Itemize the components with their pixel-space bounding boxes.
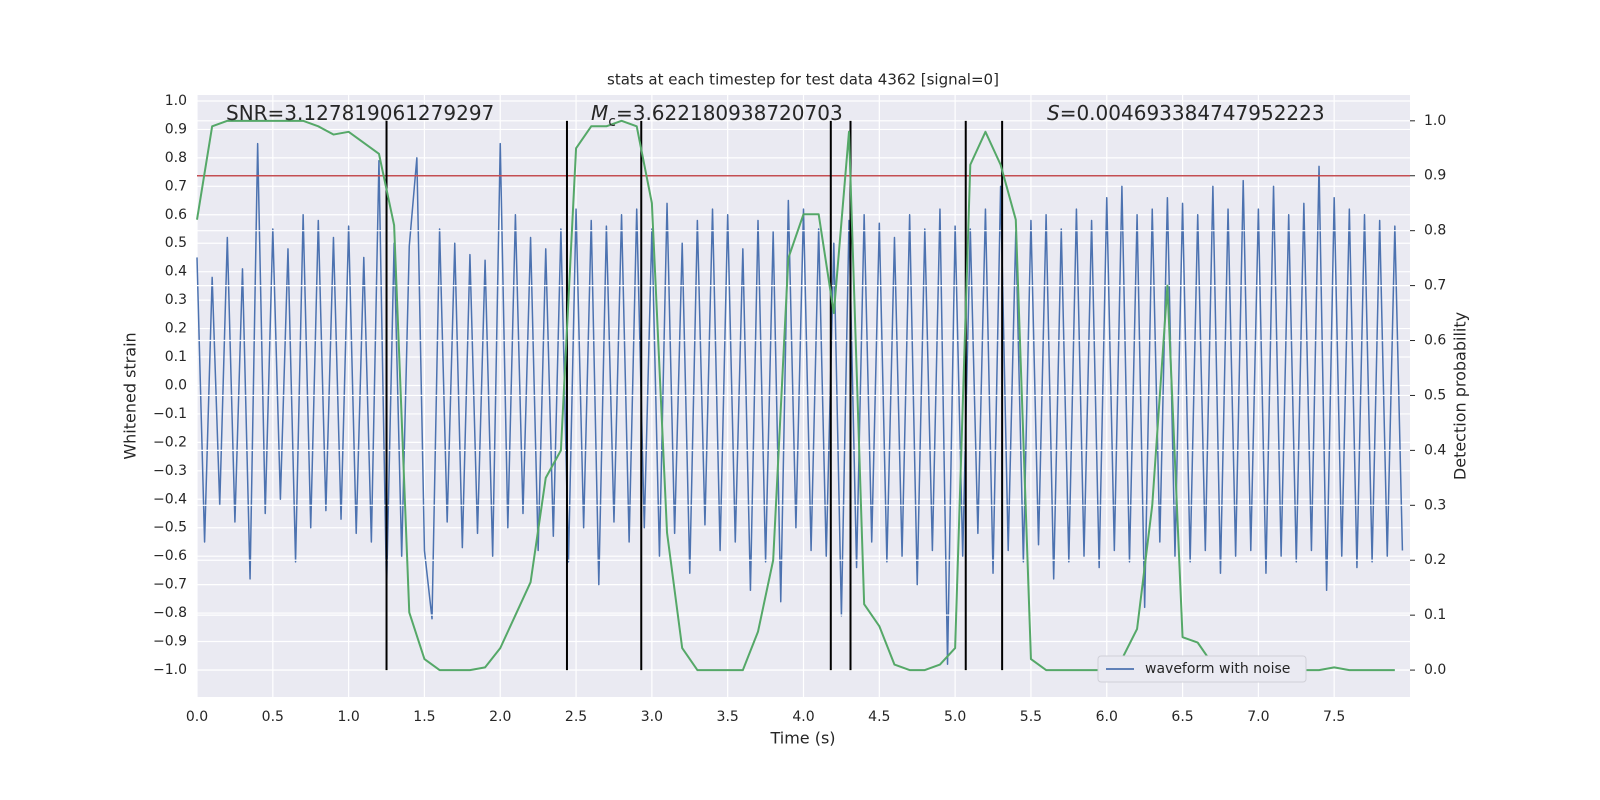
annotation-part: =3.622180938720703: [616, 101, 843, 125]
chart-title: stats at each timestep for test data 436…: [607, 71, 999, 89]
x-tick-label: 1.5: [413, 709, 435, 725]
y2-tick-label: 0.3: [1424, 497, 1446, 513]
y-tick-label: 0.1: [165, 349, 187, 365]
y-tick-label: 0.3: [165, 292, 187, 308]
y-tick-label: 0.6: [165, 207, 187, 223]
y-tick-label: −1.0: [153, 662, 187, 678]
y2-tick-label: 0.4: [1424, 442, 1446, 458]
y-tick-label: −0.8: [153, 605, 187, 621]
y2-tick-label: 0.6: [1424, 333, 1446, 349]
y-tick-label: −0.3: [153, 463, 187, 479]
y-tick-label: −0.1: [153, 406, 187, 422]
y2-tick-label: 0.9: [1424, 168, 1446, 184]
y2-tick-label: 0.2: [1424, 552, 1446, 568]
annotation-part: SNR=3.127819061279297: [226, 101, 494, 125]
y-tick-label: 0.2: [165, 321, 187, 337]
y-axis-label: Whitened strain: [121, 332, 140, 459]
x-tick-label: 1.0: [337, 709, 359, 725]
y2-tick-label: 0.7: [1424, 278, 1446, 294]
x-tick-label: 4.5: [868, 709, 890, 725]
y-tick-label: 0.0: [165, 377, 187, 393]
y-tick-label: 0.9: [165, 121, 187, 137]
x-tick-label: 3.0: [641, 709, 663, 725]
y-tick-label: 0.5: [165, 235, 187, 251]
legend-box: [1097, 655, 1307, 683]
annotation: S=0.004693384747952223: [1047, 101, 1325, 125]
x-tick-label: 0.5: [262, 709, 284, 725]
annotation: SNR=3.127819061279297: [226, 101, 494, 125]
y-tick-label: −0.2: [153, 434, 187, 450]
annotation-part: S: [1047, 101, 1060, 125]
series-line: [196, 142, 1404, 666]
y-tick-label: −0.9: [153, 634, 187, 650]
y2-tick-label: 0.8: [1424, 223, 1446, 239]
y-tick-label: −0.4: [153, 491, 187, 507]
x-tick-label: 3.5: [717, 709, 739, 725]
y-tick-label: 0.4: [165, 264, 187, 280]
x-tick-label: 6.0: [1096, 709, 1118, 725]
x-tick-label: 2.0: [489, 709, 511, 725]
x-tick-label: 7.0: [1247, 709, 1269, 725]
annotation-part: c: [608, 114, 616, 130]
y-tick-label: −0.5: [153, 520, 187, 536]
x-tick-label: 5.0: [944, 709, 966, 725]
y2-axis-label: Detection probability: [1451, 312, 1470, 480]
annotation-part: =0.004693384747952223: [1060, 101, 1325, 125]
y-tick-label: 1.0: [165, 93, 187, 109]
x-tick-label: 6.5: [1171, 709, 1193, 725]
y2-tick-label: 0.1: [1424, 607, 1446, 623]
series-line: [196, 119, 1395, 672]
y2-tick-label: 0.5: [1424, 387, 1446, 403]
y2-tick-label: 0.0: [1424, 662, 1446, 678]
x-axis-label: Time (s): [769, 729, 835, 748]
x-tick-label: 0.0: [186, 709, 208, 725]
annotation-part: M: [591, 101, 608, 125]
y-tick-label: −0.7: [153, 577, 187, 593]
y-tick-label: −0.6: [153, 548, 187, 564]
x-tick-label: 7.5: [1323, 709, 1345, 725]
y2-tick-label: 1.0: [1424, 113, 1446, 129]
x-tick-label: 5.5: [1020, 709, 1042, 725]
legend-label: waveform with noise: [1145, 661, 1290, 677]
x-tick-label: 4.0: [792, 709, 814, 725]
y-tick-label: 0.7: [165, 178, 187, 194]
y-tick-label: 0.8: [165, 150, 187, 166]
annotation: Mc=3.622180938720703: [591, 101, 843, 131]
x-tick-label: 2.5: [565, 709, 587, 725]
